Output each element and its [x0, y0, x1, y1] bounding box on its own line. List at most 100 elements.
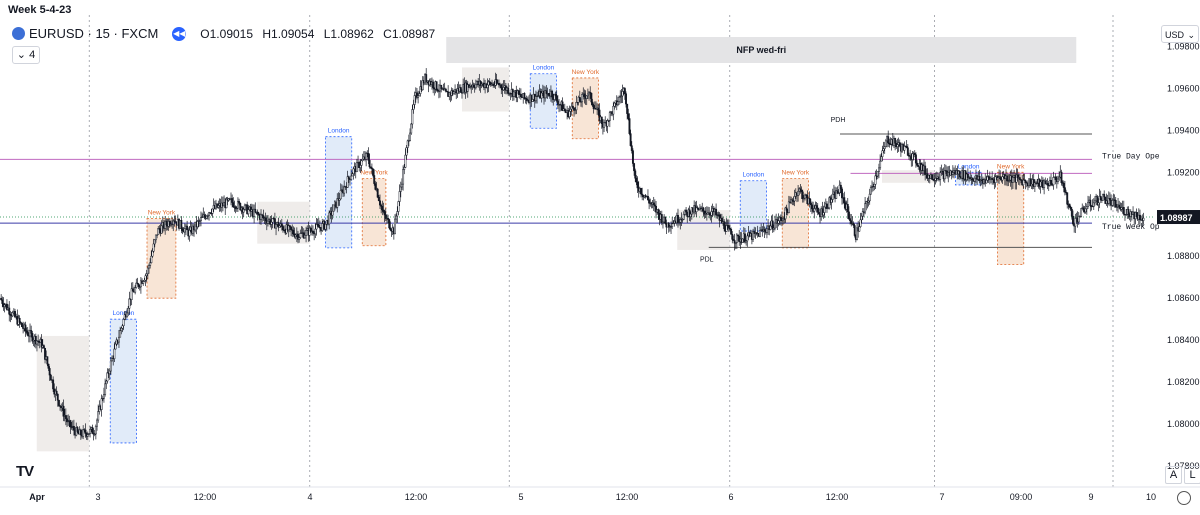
candle-body: [365, 152, 368, 160]
candle-body: [571, 105, 574, 109]
candle-body: [34, 335, 37, 345]
candle-body: [474, 83, 477, 89]
candle-body: [196, 221, 199, 228]
candle-body: [735, 234, 738, 243]
candle-body: [1046, 183, 1049, 186]
candle-body: [731, 234, 734, 240]
currency-select[interactable]: USD ⌄: [1161, 25, 1199, 43]
candle-body: [398, 191, 401, 202]
candle-body: [351, 173, 354, 177]
candle-body: [440, 84, 443, 90]
candle-body: [800, 190, 803, 193]
candle-body: [631, 150, 634, 164]
candle-body: [1039, 181, 1042, 187]
candle-body: [239, 203, 242, 211]
ohlc-open: O1.09015: [200, 26, 254, 41]
candle-body: [1089, 199, 1092, 207]
candle-body: [126, 312, 128, 318]
x-tick-label: 4: [307, 492, 312, 502]
candle-body: [1080, 208, 1083, 217]
candle-body: [418, 93, 421, 97]
candle-body: [973, 177, 976, 182]
candle-body: [388, 219, 391, 229]
candle-body: [146, 267, 149, 275]
candle-body: [530, 94, 533, 102]
candle-body: [128, 298, 131, 309]
candle-body: [49, 374, 52, 381]
candle-body: [903, 145, 906, 151]
candle-body: [628, 118, 631, 134]
candle-body: [181, 228, 184, 231]
candle-body: [93, 433, 96, 435]
candle-body: [101, 397, 104, 400]
currency-label: USD: [1165, 30, 1185, 40]
candle-body: [324, 224, 327, 230]
candle-body: [534, 96, 537, 102]
candle-body: [1016, 174, 1019, 179]
candle-body: [472, 84, 475, 88]
gear-icon[interactable]: [1177, 491, 1191, 505]
candle-body: [1057, 178, 1059, 182]
candle-body: [46, 356, 49, 365]
log-scale-button[interactable]: L: [1184, 466, 1200, 484]
symbol-label[interactable]: EURUSD · 15 · FXCM: [29, 26, 159, 41]
candle-body: [884, 140, 887, 148]
candle-body: [783, 218, 786, 220]
candle-body: [103, 394, 105, 399]
candle-body: [793, 196, 796, 202]
candle-body: [47, 363, 50, 369]
candle-body: [575, 101, 578, 111]
indicators-toggle[interactable]: ⌄ 4: [12, 46, 40, 64]
candle-body: [369, 166, 372, 169]
candle-body: [277, 222, 280, 228]
candle-body: [951, 172, 954, 175]
candle-body: [547, 93, 550, 96]
candle-body: [417, 95, 420, 98]
auto-scale-button[interactable]: A: [1165, 466, 1182, 484]
session-box-london: [325, 136, 353, 249]
candle-body: [619, 96, 622, 98]
candle-body: [868, 193, 871, 202]
candle-body: [130, 288, 133, 300]
week-label: Week 5-4-23: [8, 4, 72, 16]
candle-body: [436, 89, 439, 92]
candle-body: [1093, 200, 1096, 204]
session-label: New York: [572, 69, 600, 76]
candle-body: [843, 197, 846, 203]
candle-body: [72, 425, 75, 431]
candle-body: [635, 177, 638, 183]
candle-body: [372, 168, 375, 176]
candle-body: [702, 207, 705, 212]
candle-body: [198, 220, 201, 222]
candle-body: [11, 312, 14, 317]
candle-body: [623, 88, 626, 94]
x-tick-label: 9: [1088, 492, 1093, 502]
candle-body: [297, 233, 299, 240]
candle-body: [231, 198, 234, 203]
candle-body: [206, 215, 209, 217]
candle-body: [225, 198, 228, 209]
candle-body: [208, 212, 211, 216]
candle-body: [487, 81, 490, 86]
candle-body: [69, 420, 72, 428]
candle-body: [1062, 182, 1065, 188]
candle-body: [382, 209, 385, 212]
candle-body: [585, 95, 588, 99]
candle-body: [1078, 216, 1081, 218]
candle-body: [94, 425, 97, 435]
candle-body: [183, 228, 186, 233]
candle-body: [586, 93, 589, 97]
candle-body: [662, 221, 664, 224]
candle-body: [57, 399, 60, 406]
candle-body: [347, 176, 350, 179]
candle-body: [1127, 209, 1130, 215]
rewind-icon[interactable]: ◀◀: [172, 26, 187, 41]
x-tick-label: 10: [1146, 492, 1156, 502]
candle-body: [1096, 196, 1099, 206]
candle-body: [314, 228, 317, 235]
candle-body: [104, 383, 107, 395]
candle-body: [553, 93, 556, 100]
candle-body: [405, 147, 408, 156]
candle-body: [486, 84, 489, 88]
